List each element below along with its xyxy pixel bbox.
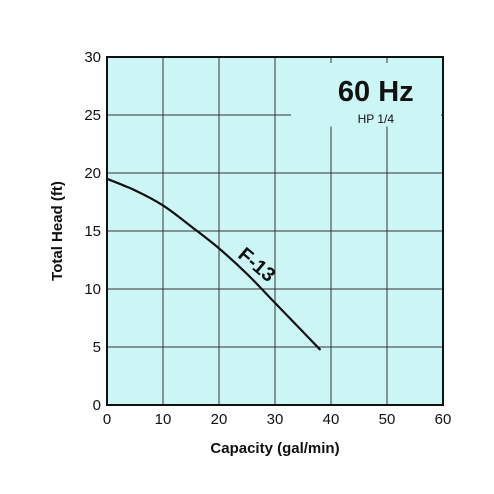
y-axis-label: Total Head (ft)	[49, 181, 66, 281]
series-line	[105, 177, 321, 351]
y-tick-label: 25	[84, 107, 101, 124]
y-tick-label: 0	[93, 397, 101, 414]
y-tick-label: 30	[84, 49, 101, 66]
x-tick-label: 40	[323, 411, 340, 428]
y-tick-label: 5	[93, 339, 101, 356]
x-tick-label: 50	[379, 411, 396, 428]
x-tick-label: 10	[155, 411, 172, 428]
x-tick-label: 30	[267, 411, 284, 428]
y-tick-label: 15	[84, 223, 101, 240]
x-tick-label: 0	[103, 411, 111, 428]
x-axis-label: Capacity (gal/min)	[210, 440, 339, 457]
plot-frame	[106, 56, 444, 406]
title-background	[291, 63, 441, 127]
chart-title: 60 Hz	[338, 76, 414, 108]
y-tick-label: 10	[84, 281, 101, 298]
y-tick-label: 20	[84, 165, 101, 182]
chart-subtitle: HP 1/4	[358, 112, 395, 126]
x-tick-label: 60	[435, 411, 452, 428]
tick-labels: 0 10 20 30 40 50 60 0 5 10 15 20 25 30	[84, 49, 451, 428]
x-tick-label: 20	[211, 411, 228, 428]
